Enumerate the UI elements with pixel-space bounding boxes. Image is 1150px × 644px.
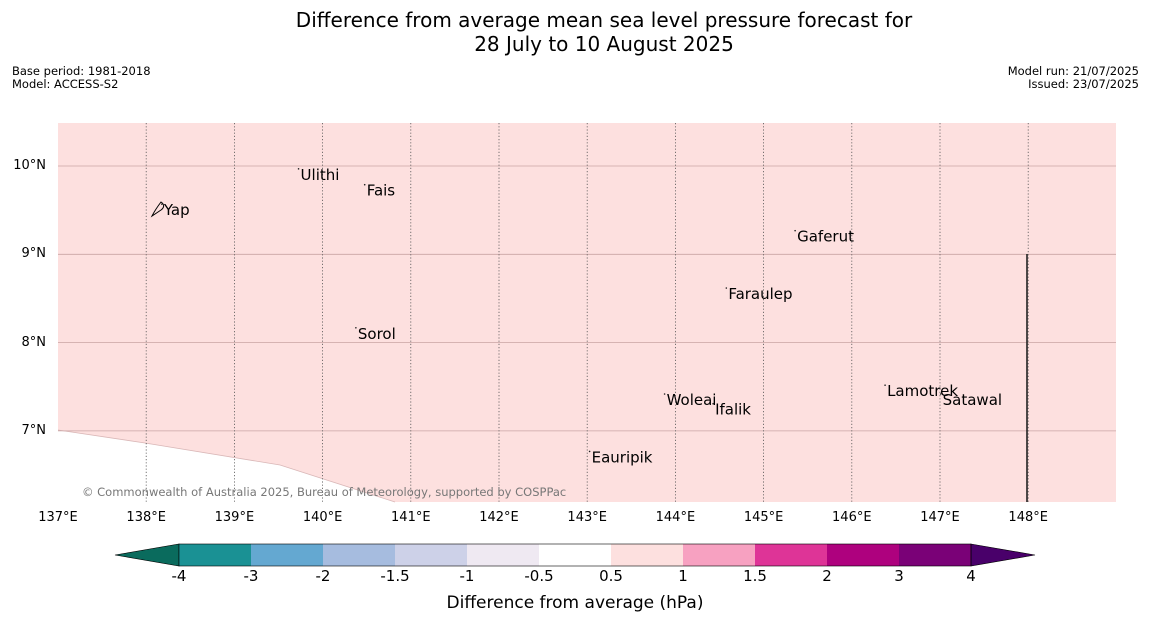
place-label: Yap	[163, 201, 190, 219]
place-label: Ulithi	[301, 166, 340, 184]
longitude-label: 137°E	[38, 510, 78, 525]
place-marker	[725, 287, 728, 289]
longitude-label: 140°E	[302, 510, 343, 525]
place-label: Fais	[367, 182, 396, 200]
model-name: Model: ACCESS-S2	[12, 77, 119, 91]
yap-island-outline	[150, 201, 165, 218]
place-label: Satawal	[943, 391, 1002, 409]
place-marker	[884, 384, 886, 386]
longitude-label: 147°E	[920, 510, 960, 525]
longitude-label: 144°E	[655, 510, 696, 525]
place-marker	[588, 450, 591, 453]
place-marker	[663, 393, 666, 395]
colorbar-segment	[539, 544, 611, 566]
model-run: Model run: 21/07/2025	[1007, 64, 1139, 78]
copyright-notice: © Commonwealth of Australia 2025, Bureau…	[82, 485, 566, 499]
colorbar-tick-label: 0.5	[599, 567, 623, 585]
colorbar-tick-label: 2	[822, 567, 832, 585]
place-label: Woleai	[667, 391, 717, 409]
page-title: Difference from average mean sea level p…	[0, 8, 1150, 56]
place-marker	[939, 393, 942, 395]
longitude-label: 141°E	[391, 510, 431, 525]
metadata-left: Base period: 1981-2018 Model: ACCESS-S2	[12, 65, 151, 91]
place-marker	[794, 229, 796, 232]
colorbar-title: Difference from average (hPa)	[446, 593, 704, 613]
colorbar-segment	[755, 544, 827, 566]
place-label: Faraulep	[728, 285, 792, 303]
longitude-label: 142°E	[479, 510, 519, 525]
colorbar-segment	[395, 544, 467, 566]
place-label: Sorol	[358, 325, 396, 343]
colorbar-segment	[179, 544, 251, 566]
title-line-2: 28 July to 10 August 2025	[474, 32, 734, 56]
colorbar-tick-label: -0.5	[524, 567, 554, 585]
shading-boundary	[57, 429, 396, 503]
colorbar-segment	[467, 544, 539, 566]
place-label: Gaferut	[797, 228, 854, 246]
colorbar-outline	[178, 543, 972, 567]
colorbar-extend-high	[970, 543, 1036, 567]
colorbar-tick-label: 3	[894, 567, 904, 585]
colorbar-segment	[827, 544, 899, 566]
colorbar-segment	[323, 544, 395, 566]
place-marker	[712, 402, 714, 405]
latitude-label: 10°N	[13, 158, 46, 173]
latitude-label: 9°N	[21, 246, 47, 262]
metadata-right: Model run: 21/07/2025 Issued: 23/07/2025	[1008, 65, 1139, 91]
colorbar-tick-label: -2	[315, 567, 331, 585]
longitude-label: 148°E	[1008, 510, 1048, 525]
colorbar-segment	[611, 544, 683, 566]
colorbar-tick-label: -3	[243, 567, 259, 585]
longitude-label: 145°E	[743, 510, 784, 525]
base-period: Base period: 1981-2018	[12, 64, 151, 78]
place-label: Eauripik	[592, 448, 653, 466]
longitude-label: 138°E	[126, 510, 166, 525]
colorbar-tick-label: 1	[678, 567, 688, 585]
place-label: Lamotrek	[887, 382, 958, 400]
colorbar-segment	[683, 544, 755, 566]
title-line-1: Difference from average mean sea level p…	[295, 8, 913, 32]
colorbar-tick-label: -1	[459, 567, 475, 585]
place-label: Ifalik	[715, 401, 751, 419]
colorbar-tick-label: 4	[966, 567, 976, 585]
colorbar	[114, 543, 1036, 567]
issued-date: Issued: 23/07/2025	[1028, 77, 1139, 91]
place-marker	[363, 183, 366, 186]
map-area: Yap Ulithi Fais Gaferut Faraulep Sorol WoleaiI…	[57, 123, 1116, 503]
place-marker	[161, 203, 163, 205]
place-marker	[297, 168, 300, 170]
colorbar-extend-low	[114, 543, 180, 567]
place-marker	[355, 326, 357, 329]
latitude-label: 8°N	[21, 334, 47, 350]
latitude-label: 7°N	[21, 422, 47, 438]
colorbar-tick-label: -4	[171, 567, 187, 585]
colorbar-tick-label: 1.5	[743, 567, 767, 585]
longitude-label: 139°E	[214, 510, 255, 525]
colorbar-segment	[251, 544, 323, 566]
longitude-label: 146°E	[832, 510, 872, 525]
colorbar-segment	[899, 544, 971, 566]
colorbar-tick-label: -1.5	[380, 567, 410, 585]
longitude-label: 143°E	[567, 510, 607, 525]
